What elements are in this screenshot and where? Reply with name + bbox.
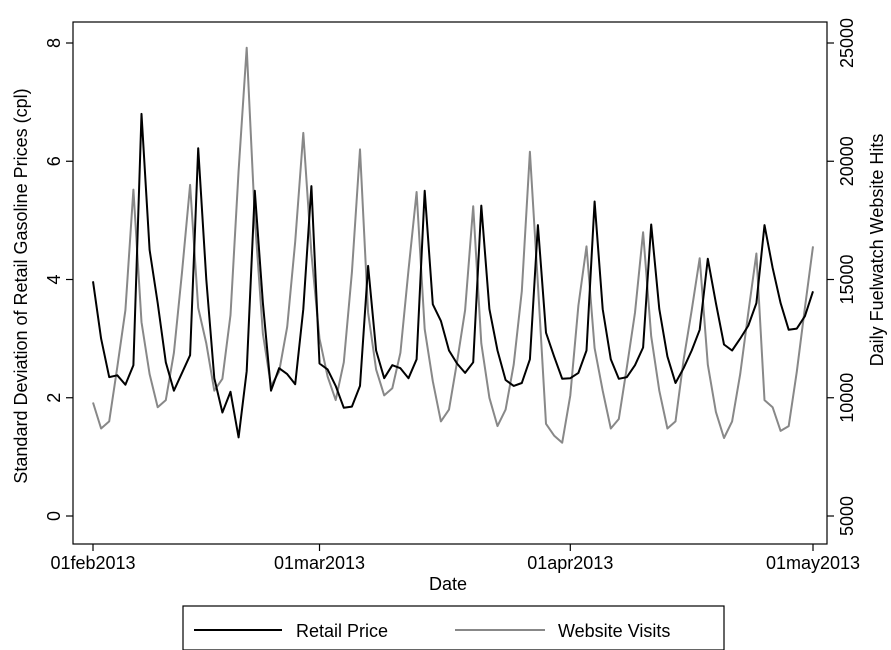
x-axis-title: Date [429,574,467,594]
y-left-tick-label: 4 [44,274,64,284]
y-axis-right-title: Daily Fuelwatch Website Hits [867,134,887,367]
y-right-tick-label: 20000 [837,136,857,186]
left-axis: 0 2 4 6 8 [44,38,73,521]
series-line-retail-price [92,112,814,439]
legend-label-retail-price: Retail Price [296,621,388,641]
series-line-website-visits [92,46,814,444]
bottom-axis: 01feb2013 01mar2013 01apr2013 01may2013 [50,544,860,573]
y-axis-left-title: Standard Deviation of Retail Gasoline Pr… [11,88,31,483]
legend-box [182,605,725,650]
y-right-tick-label: 5000 [837,496,857,536]
y-left-tick-label: 2 [44,393,64,403]
x-tick-label: 01feb2013 [50,553,135,573]
y-left-tick-label: 8 [44,38,64,48]
y-right-tick-label: 25000 [837,18,857,68]
x-tick-label: 01mar2013 [274,553,365,573]
x-tick-label: 01apr2013 [527,553,613,573]
legend: Retail Price Website Visits [182,605,725,650]
y-right-tick-label: 15000 [837,254,857,304]
x-tick-label: 01may2013 [766,553,860,573]
legend-label-website-visits: Website Visits [558,621,670,641]
y-right-tick-label: 10000 [837,373,857,423]
plot-area [72,21,828,545]
y-left-tick-label: 0 [44,511,64,521]
series-layer [92,46,814,444]
right-axis: 5000 10000 15000 20000 25000 [827,18,857,536]
y-left-tick-label: 6 [44,156,64,166]
